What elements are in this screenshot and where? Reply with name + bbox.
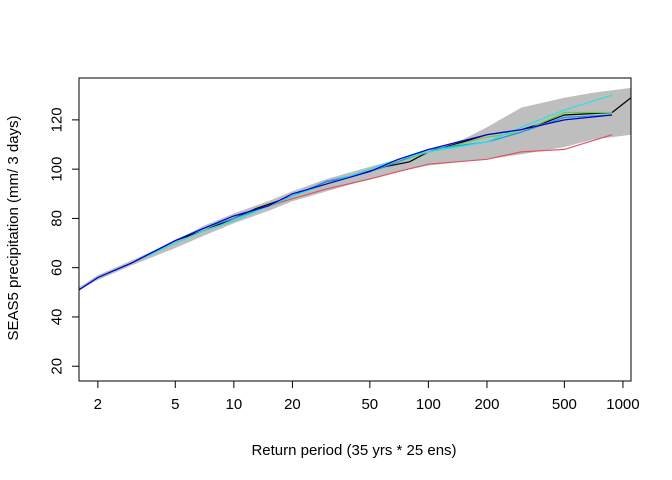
x-tick-label: 200: [474, 396, 499, 413]
y-tick-label: 120: [49, 107, 66, 132]
x-tick-label: 1000: [606, 396, 639, 413]
x-tick-label: 50: [361, 396, 378, 413]
x-tick-label: 20: [284, 396, 301, 413]
x-tick-label: 100: [416, 396, 441, 413]
x-tick-label: 5: [171, 396, 179, 413]
y-tick-label: 40: [49, 309, 66, 326]
y-tick-label: 80: [49, 210, 66, 227]
axes: 2 5 10 20 50 100 200 500 1000 20 40 60 80 100 120: [49, 107, 640, 413]
x-tick-label: 2: [94, 396, 102, 413]
x-axis-label: Return period (35 yrs * 25 ens): [251, 442, 456, 459]
y-tick-label: 20: [49, 358, 66, 375]
x-tick-label: 500: [552, 396, 577, 413]
plot-area: [79, 87, 631, 291]
y-tick-label: 100: [49, 157, 66, 182]
series-line-5: [79, 94, 613, 291]
confidence-band: [79, 87, 631, 290]
series-line-6: [79, 114, 613, 291]
x-tick-label: 10: [225, 396, 242, 413]
series-line-2: [79, 134, 613, 291]
y-tick-label: 60: [49, 259, 66, 276]
y-axis-label: SEAS5 precipitation (mm/ 3 days): [5, 115, 22, 340]
